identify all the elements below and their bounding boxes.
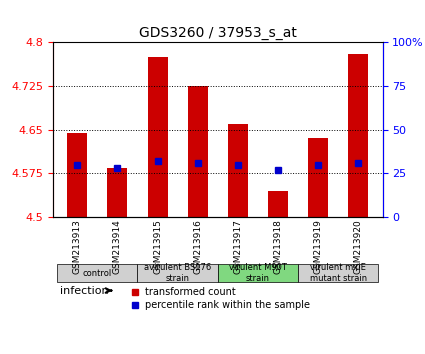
Text: control: control <box>83 269 112 278</box>
Text: virulent M90T
strain: virulent M90T strain <box>229 263 287 283</box>
Text: transformed count: transformed count <box>145 286 236 297</box>
Bar <box>147 57 167 217</box>
Bar <box>108 167 128 217</box>
FancyBboxPatch shape <box>218 264 298 282</box>
Title: GDS3260 / 37953_s_at: GDS3260 / 37953_s_at <box>139 26 297 40</box>
Text: avirulent BS176
strain: avirulent BS176 strain <box>144 263 211 283</box>
Text: GSM213918: GSM213918 <box>274 219 283 274</box>
Text: GSM213917: GSM213917 <box>233 219 242 274</box>
FancyBboxPatch shape <box>57 264 137 282</box>
Text: GSM213914: GSM213914 <box>113 219 122 274</box>
Bar <box>67 133 87 217</box>
Bar <box>348 54 368 217</box>
Text: percentile rank within the sample: percentile rank within the sample <box>145 300 310 310</box>
Text: virulent mxiE
mutant strain: virulent mxiE mutant strain <box>310 263 367 283</box>
Text: GSM213916: GSM213916 <box>193 219 202 274</box>
Text: GSM213920: GSM213920 <box>354 219 363 274</box>
Bar <box>188 86 208 217</box>
FancyBboxPatch shape <box>137 264 218 282</box>
Text: infection: infection <box>60 286 111 296</box>
Text: GSM213913: GSM213913 <box>73 219 82 274</box>
Text: GSM213915: GSM213915 <box>153 219 162 274</box>
FancyBboxPatch shape <box>298 264 379 282</box>
Bar <box>308 138 328 217</box>
Bar <box>228 124 248 217</box>
Bar <box>268 191 288 217</box>
Text: GSM213919: GSM213919 <box>314 219 323 274</box>
